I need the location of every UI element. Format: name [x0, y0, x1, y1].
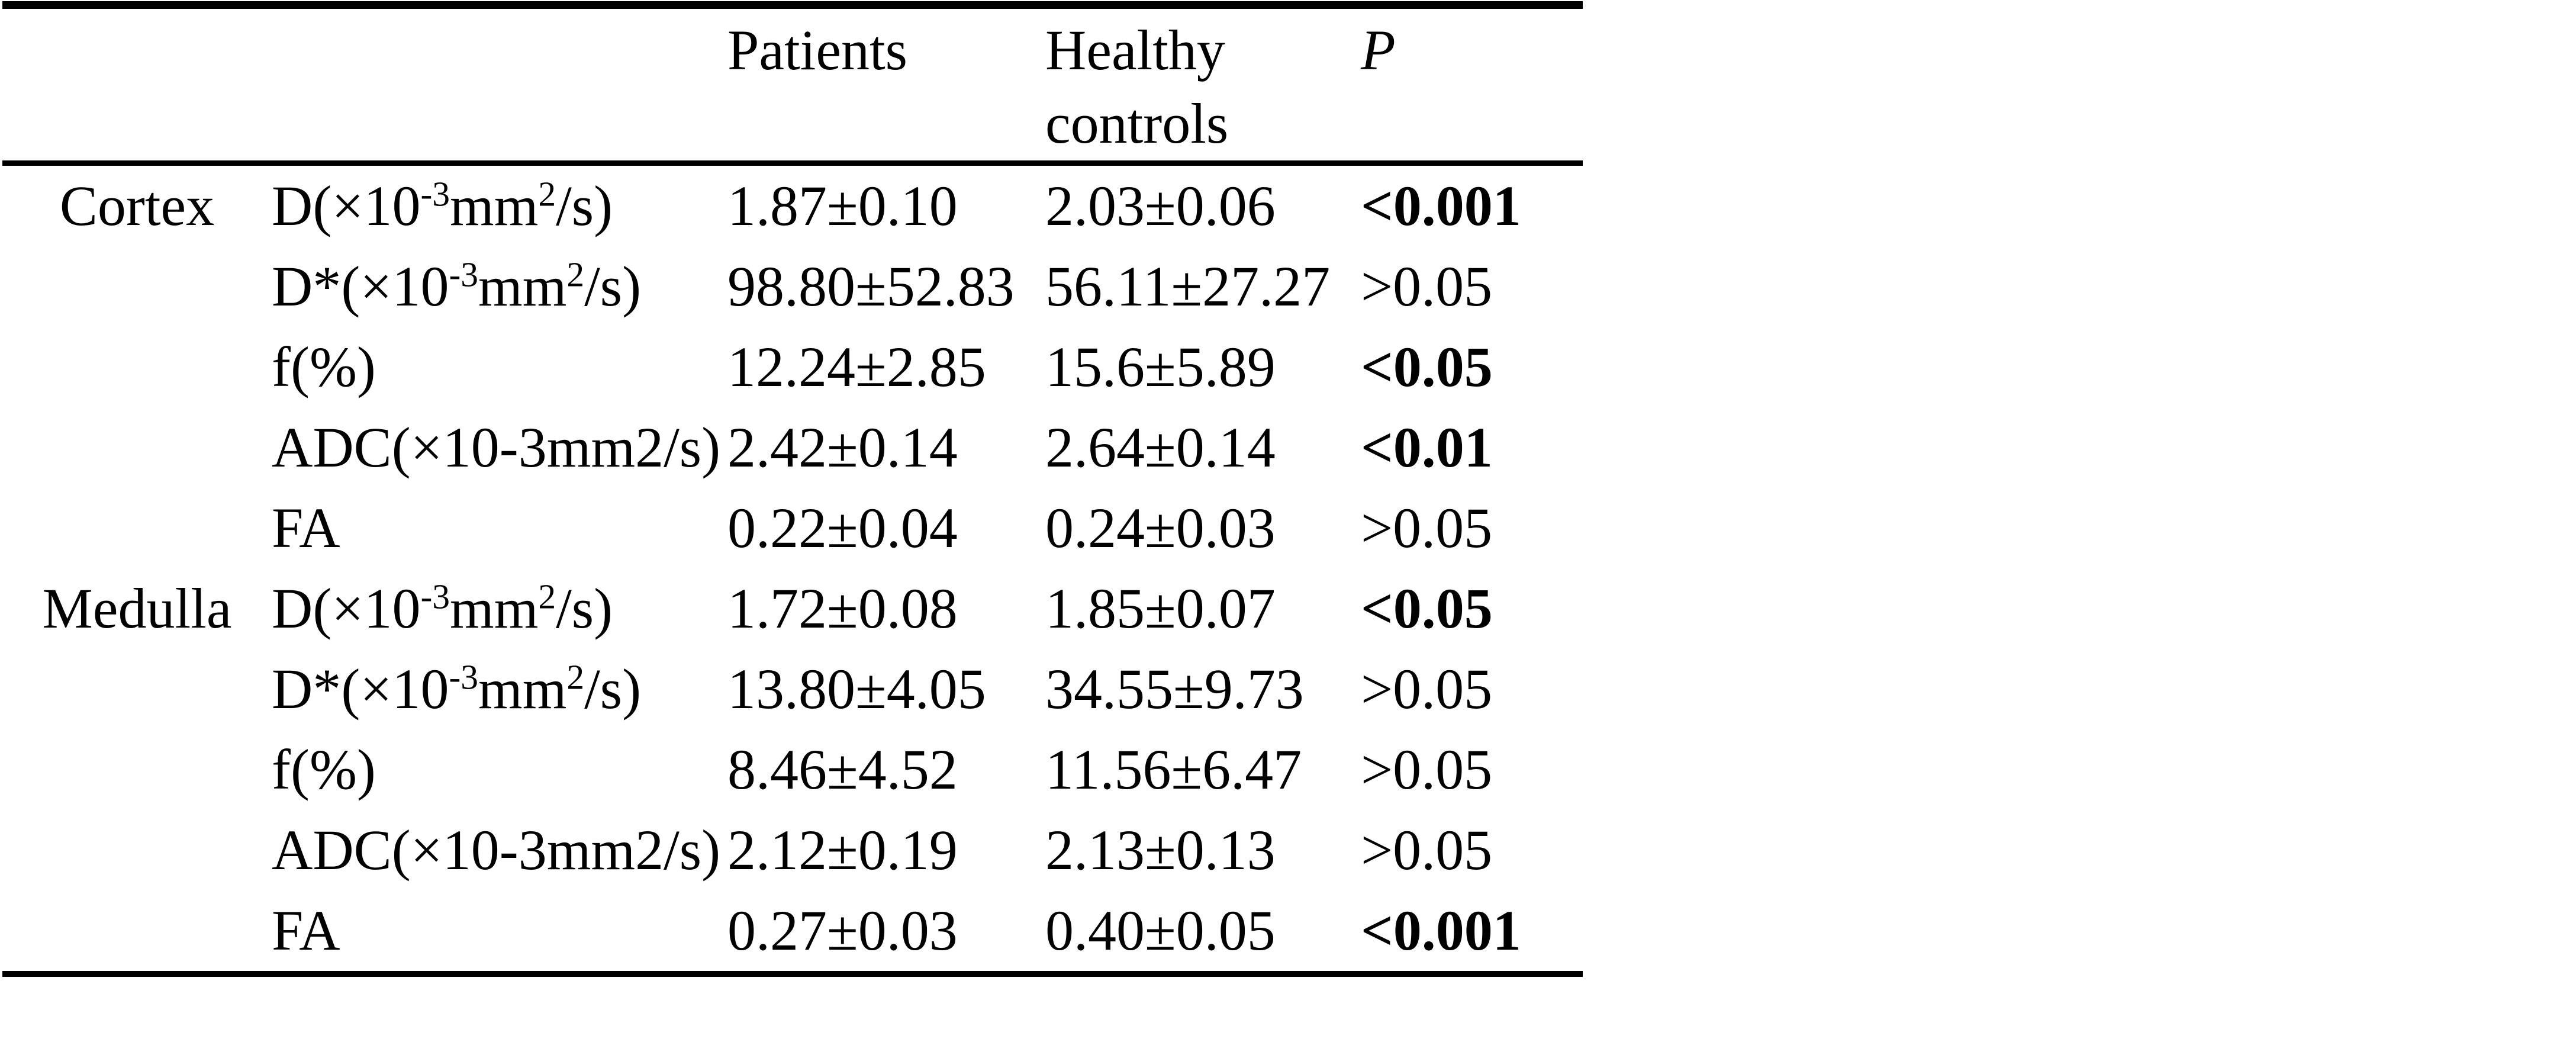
header-controls: Healthy controls — [1045, 18, 1229, 155]
table-row: f(%) 12.24±2.85 15.6±5.89 <0.05 — [2, 327, 1583, 407]
results-table-body: Cortex D(×10-3mm2/s) 1.87±0.10 2.03±0.06 <0.… — [2, 163, 1583, 975]
patients-value: 98.80±52.83 — [727, 255, 1015, 318]
table-row: Medulla D(×10-3mm2/s) 1.72±0.08 1.85±0.07 <0… — [2, 568, 1583, 649]
results-table: Patients Healthy controls P Cortex D(×10-… — [2, 1, 1583, 977]
header-patients: Patients — [727, 18, 907, 82]
controls-value: 56.11±27.27 — [1045, 255, 1331, 318]
patients-value: 0.27±0.03 — [727, 899, 958, 962]
region-cell — [2, 246, 272, 327]
controls-value: 2.13±0.13 — [1045, 818, 1276, 882]
header-region — [2, 5, 272, 163]
controls-value: 15.6±5.89 — [1045, 335, 1276, 398]
superscript: 2 — [566, 657, 585, 697]
region-cell — [2, 407, 272, 488]
parameter-cell: D(×10-3mm2/s) — [272, 174, 613, 237]
p-value: >0.05 — [1361, 818, 1493, 882]
parameter-cell: D*(×10-3mm2/s) — [272, 657, 642, 721]
patients-value: 2.42±0.14 — [727, 416, 958, 479]
parameter-cell: f(%) — [272, 335, 376, 398]
parameter-cell: ADC(×10-3mm2/s) — [272, 416, 721, 479]
header-parameter — [272, 5, 727, 163]
table-row: f(%) 8.46±4.52 11.56±6.47 >0.05 — [2, 729, 1583, 810]
controls-value: 2.64±0.14 — [1045, 416, 1276, 479]
parameter-cell: FA — [272, 496, 340, 559]
region-cell: Medulla — [42, 577, 232, 640]
header-p: P — [1361, 18, 1396, 82]
superscript: 2 — [538, 577, 556, 616]
parameter-cell: f(%) — [272, 738, 376, 801]
patients-value: 1.72±0.08 — [727, 577, 958, 640]
region-cell — [2, 890, 272, 974]
parameter-cell: D(×10-3mm2/s) — [272, 577, 613, 640]
region-cell — [2, 810, 272, 890]
superscript: 2 — [566, 255, 585, 294]
header-row: Patients Healthy controls P — [2, 5, 1583, 163]
controls-value: 34.55±9.73 — [1045, 657, 1304, 721]
region-cell — [2, 729, 272, 810]
controls-value: 1.85±0.07 — [1045, 577, 1276, 640]
p-value: >0.05 — [1361, 496, 1493, 559]
parameter-cell: ADC(×10-3mm2/s) — [272, 818, 721, 882]
table-row: D*(×10-3mm2/s) 98.80±52.83 56.11±27.27 >0.0… — [2, 246, 1583, 327]
table-row: FA 0.22±0.04 0.24±0.03 >0.05 — [2, 488, 1583, 568]
p-value: >0.05 — [1361, 255, 1493, 318]
p-value: <0.05 — [1361, 577, 1493, 640]
table-row: D*(×10-3mm2/s) 13.80±4.05 34.55±9.73 >0.05 — [2, 649, 1583, 729]
p-value: <0.01 — [1361, 416, 1493, 479]
patients-value: 13.80±4.05 — [727, 657, 986, 721]
controls-value: 0.40±0.05 — [1045, 899, 1276, 962]
patients-value: 1.87±0.10 — [727, 174, 958, 237]
patients-value: 2.12±0.19 — [727, 818, 958, 882]
controls-value: 2.03±0.06 — [1045, 174, 1276, 237]
superscript: -3 — [420, 174, 450, 214]
parameter-cell: D*(×10-3mm2/s) — [272, 255, 642, 318]
region-cell — [2, 488, 272, 568]
table-row: ADC(×10-3mm2/s) 2.42±0.14 2.64±0.14 <0.01 — [2, 407, 1583, 488]
table-header: Patients Healthy controls P — [2, 5, 1583, 163]
p-value: <0.05 — [1361, 335, 1493, 398]
p-value: <0.001 — [1361, 174, 1521, 237]
region-cell — [2, 649, 272, 729]
superscript: -3 — [449, 657, 479, 697]
p-value: <0.001 — [1361, 899, 1521, 962]
controls-value: 0.24±0.03 — [1045, 496, 1276, 559]
p-value: >0.05 — [1361, 738, 1493, 801]
superscript: -3 — [420, 577, 450, 616]
region-cell: Cortex — [59, 174, 215, 237]
table-row: FA 0.27±0.03 0.40±0.05 <0.001 — [2, 890, 1583, 974]
parameter-cell: FA — [272, 899, 340, 962]
region-cell — [2, 327, 272, 407]
patients-value: 8.46±4.52 — [727, 738, 958, 801]
superscript: 2 — [538, 174, 556, 214]
p-value: >0.05 — [1361, 657, 1493, 721]
table-row: ADC(×10-3mm2/s) 2.12±0.19 2.13±0.13 >0.05 — [2, 810, 1583, 890]
controls-value: 11.56±6.47 — [1045, 738, 1302, 801]
patients-value: 0.22±0.04 — [727, 496, 958, 559]
superscript: -3 — [449, 255, 479, 294]
patients-value: 12.24±2.85 — [727, 335, 986, 398]
table-row: Cortex D(×10-3mm2/s) 1.87±0.10 2.03±0.06 <0.… — [2, 163, 1583, 247]
